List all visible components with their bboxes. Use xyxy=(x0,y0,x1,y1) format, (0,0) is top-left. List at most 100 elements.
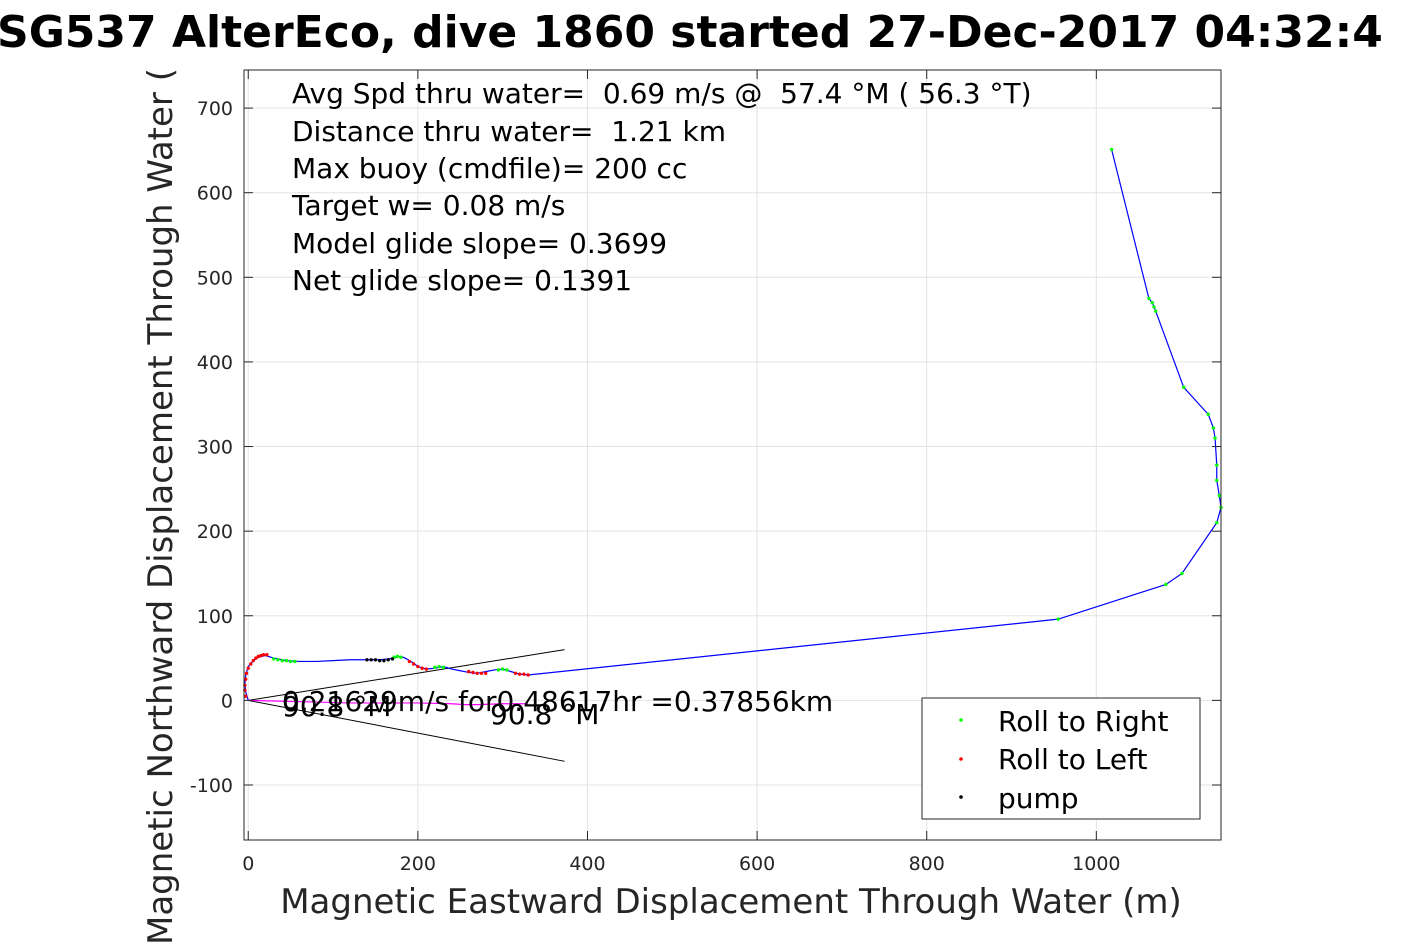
point-roll-to-right xyxy=(1153,309,1158,313)
point-roll-to-right xyxy=(271,657,276,661)
point-roll-to-left xyxy=(467,669,471,674)
y-tick-label: 0 xyxy=(221,690,233,712)
point-roll-to-left xyxy=(522,672,526,676)
annotation-net-glide: Net glide slope= 0.1391 xyxy=(292,264,632,297)
heading-label-1: 90.8 °M xyxy=(282,690,391,723)
point-pump xyxy=(390,657,395,661)
reference-lines xyxy=(248,649,565,762)
point-roll-to-left xyxy=(407,659,412,664)
point-roll-to-right xyxy=(505,668,509,672)
legend-label-pump: pump xyxy=(998,782,1079,815)
legend-box xyxy=(921,697,1201,820)
point-roll-to-right xyxy=(1109,147,1114,152)
current-label: 0.21629m/s for0.48617hr =0.37856km xyxy=(282,685,833,718)
point-roll-to-right xyxy=(1150,300,1155,305)
point-pump xyxy=(386,658,390,662)
x-tick-label: 800 xyxy=(909,853,945,875)
point-roll-to-left xyxy=(411,662,416,666)
point-roll-to-right xyxy=(1152,305,1156,309)
point-roll-to-right xyxy=(500,667,505,671)
point-roll-to-right xyxy=(288,659,293,664)
legend-marker-roll-right xyxy=(959,718,963,722)
y-tick-label: 300 xyxy=(197,437,233,459)
point-roll-to-left xyxy=(251,658,256,663)
series-line-1 xyxy=(248,699,529,706)
y-tick-label: -100 xyxy=(190,775,233,797)
x-tick-label: 600 xyxy=(739,853,775,875)
y-tick-label: 700 xyxy=(197,98,233,120)
legend-label-roll-left: Roll to Left xyxy=(998,743,1147,776)
point-roll-to-right xyxy=(1217,493,1222,498)
point-roll-to-right xyxy=(395,654,400,659)
point-roll-to-left xyxy=(471,670,475,675)
legend-marker-roll-left xyxy=(959,757,963,761)
y-tick-label: 100 xyxy=(197,606,233,628)
point-roll-to-right xyxy=(1180,571,1184,576)
y-tick-label: 200 xyxy=(197,521,233,543)
point-roll-to-left xyxy=(526,673,530,677)
point-roll-to-left xyxy=(513,671,518,676)
point-roll-to-left xyxy=(265,652,269,657)
point-roll-to-right xyxy=(1147,296,1151,301)
point-pump xyxy=(369,658,373,662)
point-roll-to-right xyxy=(399,655,403,659)
wedge-upper-line xyxy=(248,649,565,701)
y-tick-label: 500 xyxy=(197,267,233,289)
point-roll-to-right xyxy=(1056,617,1060,621)
point-pump xyxy=(382,658,386,663)
point-roll-to-right xyxy=(496,668,501,672)
point-roll-to-right xyxy=(441,665,446,670)
x-axis-label: Magnetic Eastward Displacement Through W… xyxy=(280,882,1182,922)
point-roll-to-left xyxy=(416,664,420,669)
annotation-model-glide: Model glide slope= 0.3699 xyxy=(292,227,667,260)
point-roll-to-right xyxy=(1206,412,1210,417)
point-roll-to-left xyxy=(424,667,429,671)
wedge-lower-line xyxy=(248,699,565,762)
point-roll-to-left xyxy=(475,671,479,676)
x-tick-label: 0 xyxy=(242,853,254,875)
point-roll-to-left xyxy=(243,694,248,698)
point-roll-to-left xyxy=(517,672,522,676)
point-roll-to-left xyxy=(261,652,266,657)
point-roll-to-left xyxy=(479,671,484,676)
point-roll-to-right xyxy=(276,658,280,662)
legend-label-roll-right: Roll to Right xyxy=(998,705,1169,738)
point-roll-to-right xyxy=(1215,520,1219,525)
point-pump xyxy=(377,658,382,663)
point-roll-to-right xyxy=(433,665,437,670)
point-roll-to-left xyxy=(254,656,258,660)
point-roll-to-left xyxy=(244,671,249,676)
heading-label-2: 90.8 °M xyxy=(490,698,599,731)
point-pump xyxy=(365,658,369,662)
y-tick-label: 400 xyxy=(197,352,233,374)
point-roll-to-right xyxy=(1164,582,1168,587)
point-roll-to-right xyxy=(1215,478,1219,483)
annotation-target-w: Target w= 0.08 m/s xyxy=(291,189,565,222)
x-tick-label: 1000 xyxy=(1072,853,1120,875)
point-roll-to-right xyxy=(284,658,289,663)
annotation-block: Avg Spd thru water= 0.69 m/s @ 57.4 °M (… xyxy=(291,77,1032,297)
point-roll-to-right xyxy=(1181,385,1186,390)
y-tick-label: 600 xyxy=(197,183,233,205)
point-roll-to-left xyxy=(249,662,253,666)
point-roll-to-right xyxy=(1211,426,1216,430)
grid xyxy=(244,70,1221,840)
point-roll-to-right xyxy=(1215,463,1219,467)
annotation-max-buoy: Max buoy (cmdfile)= 200 cc xyxy=(292,152,687,185)
legend: Roll to Right Roll to Left pump xyxy=(921,697,1201,820)
point-roll-to-left xyxy=(420,666,424,670)
annotation-distance: Distance thru water= 1.21 km xyxy=(292,115,726,148)
point-roll-to-left xyxy=(484,671,488,676)
plot-frame xyxy=(243,69,1222,841)
point-roll-to-right xyxy=(293,659,297,664)
x-tick-label: 400 xyxy=(569,853,605,875)
ticks: 0 200 400 600 800 1000 -100 0 100 200 300 400 500 600… xyxy=(190,70,1221,875)
point-pump xyxy=(373,658,378,662)
series xyxy=(243,147,1223,706)
point-roll-to-right xyxy=(280,658,284,663)
y-axis-label: Magnetic Northward Displacement Through … xyxy=(141,68,181,945)
point-roll-to-right xyxy=(1213,436,1217,440)
x-tick-label: 200 xyxy=(400,853,436,875)
legend-marker-pump xyxy=(959,795,963,799)
point-roll-to-right xyxy=(437,664,441,669)
